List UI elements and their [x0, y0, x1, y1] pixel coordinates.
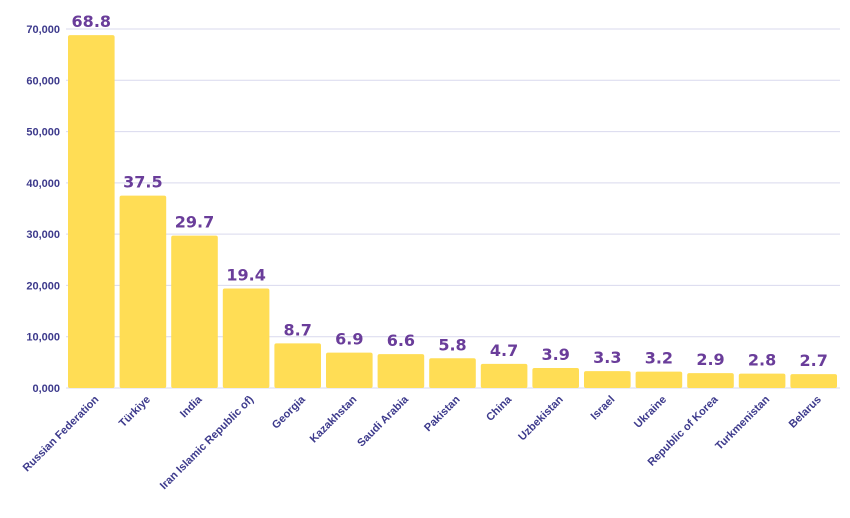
- data-label: 29.7: [175, 213, 214, 232]
- x-tick-label: Turkmenistan: [713, 393, 772, 452]
- x-tick-label: Belarus: [787, 394, 824, 431]
- y-tick-label: 30,000: [26, 229, 60, 241]
- data-label: 5.8: [438, 335, 466, 354]
- bar: [68, 35, 115, 388]
- data-label: 6.6: [387, 331, 415, 350]
- data-label: 19.4: [226, 266, 265, 285]
- x-tick-label: Ukraine: [632, 394, 669, 431]
- y-tick-label: 70,000: [26, 24, 60, 36]
- bar: [790, 374, 837, 388]
- x-tick-label: Georgia: [270, 393, 309, 432]
- data-label: 3.3: [593, 348, 621, 367]
- y-tick-label: 40,000: [26, 178, 60, 190]
- y-tick-label: 20,000: [26, 280, 60, 292]
- data-label: 2.9: [696, 350, 724, 369]
- bar: [687, 373, 734, 388]
- y-axis-tick-labels: 0,000 10,000 20,000 30,000 40,000 50,000 60,00…: [26, 24, 60, 395]
- bar: [274, 343, 321, 388]
- bar: [377, 354, 425, 388]
- x-tick-label: Uzbekistan: [516, 393, 566, 443]
- x-tick-label: Saudi Arabia: [355, 393, 411, 449]
- data-label: 6.9: [335, 330, 363, 349]
- data-label: 2.7: [800, 351, 828, 370]
- data-label: 68.8: [72, 12, 111, 31]
- data-label: 8.7: [284, 320, 312, 339]
- bars: [68, 35, 837, 388]
- bar: [429, 358, 476, 388]
- x-tick-label: Iran Islamic Republic of): [158, 393, 257, 492]
- bar: [738, 373, 786, 388]
- y-tick-label: 10,000: [26, 332, 60, 344]
- bar: [532, 367, 579, 388]
- x-tick-label: China: [484, 393, 515, 424]
- bar: [584, 371, 631, 388]
- x-tick-label: Russian Federation: [21, 393, 102, 474]
- bar: [635, 371, 683, 388]
- data-label: 3.2: [645, 349, 673, 368]
- y-tick-label: 0,000: [32, 383, 60, 395]
- data-label: 3.9: [542, 345, 570, 364]
- x-tick-label: Pakistan: [422, 393, 463, 434]
- bar: [326, 352, 373, 388]
- bar: [222, 288, 270, 388]
- y-tick-label: 50,000: [26, 127, 60, 139]
- data-label: 37.5: [123, 173, 162, 192]
- x-tick-label: Kazakhstan: [308, 393, 360, 445]
- y-tick-label: 60,000: [26, 75, 60, 87]
- x-tick-label: India: [178, 393, 205, 420]
- bar: [119, 195, 167, 388]
- bar: [480, 363, 528, 388]
- bar: [171, 235, 218, 388]
- x-tick-label: Israel: [589, 394, 618, 423]
- data-label: 4.7: [490, 341, 518, 360]
- data-labels: 68.8 37.5 29.7 19.4 8.7 6.9 6.6 5.8 4.7 3.9 3.3 3.2…: [72, 12, 828, 370]
- x-tick-label: Türkiye: [117, 394, 153, 430]
- data-label: 2.8: [748, 351, 776, 370]
